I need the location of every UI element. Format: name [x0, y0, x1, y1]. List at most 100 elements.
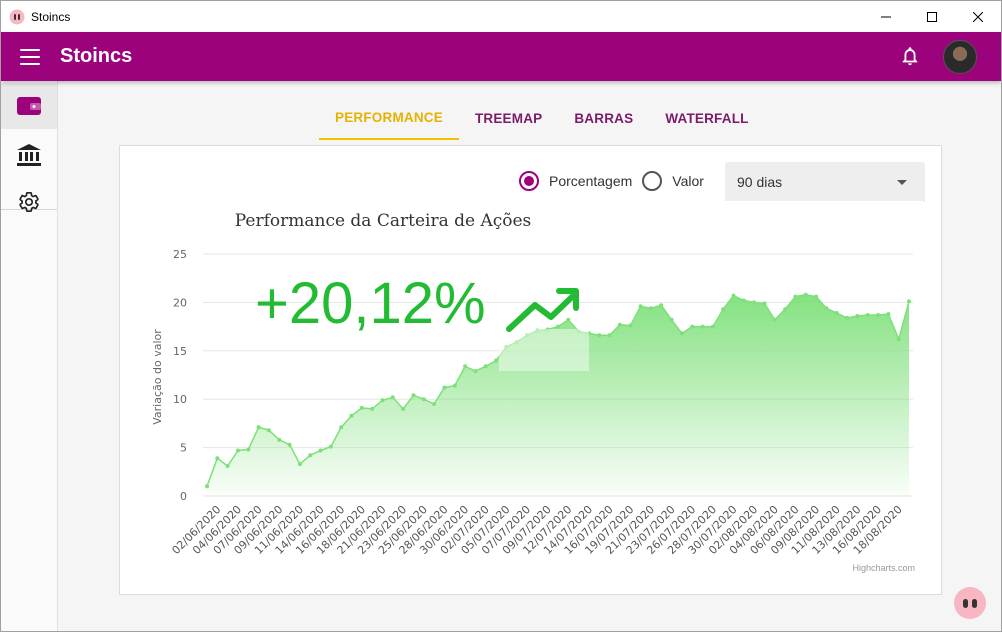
data-point[interactable] [886, 312, 891, 316]
data-point[interactable] [679, 331, 684, 336]
data-point[interactable] [834, 311, 839, 315]
data-point[interactable] [328, 444, 333, 449]
data-point[interactable] [617, 322, 622, 327]
series-area [207, 294, 909, 496]
data-point[interactable] [308, 453, 313, 458]
data-point[interactable] [628, 323, 633, 328]
data-point[interactable] [205, 484, 209, 489]
data-point[interactable] [783, 307, 788, 312]
metric-radio-group: Porcentagem Valor [519, 171, 714, 191]
y-tick-label: 25 [173, 248, 187, 261]
data-point[interactable] [349, 413, 354, 418]
data-point[interactable] [463, 364, 468, 369]
tab-treemap[interactable]: TREEMAP [474, 111, 543, 126]
tab-waterfall[interactable]: WATERFALL [665, 111, 749, 126]
data-point[interactable] [566, 317, 571, 322]
pig-icon [9, 9, 25, 25]
sidebar-item-bank[interactable] [1, 132, 57, 178]
data-point[interactable] [855, 314, 860, 318]
data-point[interactable] [814, 294, 819, 299]
data-point[interactable] [690, 324, 695, 329]
data-point[interactable] [339, 425, 344, 430]
period-select[interactable]: 90 dias [725, 162, 925, 202]
radio-percent[interactable] [519, 171, 539, 191]
data-point[interactable] [370, 406, 375, 411]
data-point[interactable] [535, 328, 540, 333]
close-button[interactable] [955, 1, 1001, 32]
data-point[interactable] [772, 317, 777, 322]
pig-fab-button[interactable] [954, 587, 986, 619]
minimize-icon [881, 16, 891, 17]
data-point[interactable] [659, 303, 664, 308]
data-point[interactable] [452, 383, 457, 388]
data-point[interactable] [432, 402, 437, 406]
data-point[interactable] [648, 306, 653, 311]
radio-percent-label[interactable]: Porcentagem [549, 173, 633, 189]
data-point[interactable] [700, 324, 705, 329]
user-avatar[interactable] [943, 40, 977, 74]
data-point[interactable] [556, 324, 560, 329]
data-point[interactable] [731, 293, 736, 298]
data-point[interactable] [421, 397, 426, 402]
data-point[interactable] [896, 337, 901, 342]
y-tick-label: 15 [173, 345, 187, 358]
data-point[interactable] [907, 299, 911, 304]
data-point[interactable] [824, 306, 829, 311]
data-point[interactable] [287, 442, 292, 447]
data-point[interactable] [741, 298, 746, 303]
data-point[interactable] [545, 327, 550, 332]
data-point[interactable] [380, 398, 385, 403]
data-point[interactable] [225, 464, 230, 468]
radio-value-label[interactable]: Valor [672, 173, 704, 189]
data-point[interactable] [793, 294, 798, 299]
view-tabs: PERFORMANCE TREEMAP BARRAS WATERFALL [319, 97, 765, 140]
data-point[interactable] [401, 406, 406, 411]
sidebar-item-wallet[interactable] [1, 83, 57, 129]
data-point[interactable] [587, 331, 591, 336]
data-point[interactable] [473, 369, 478, 374]
data-point[interactable] [504, 344, 509, 349]
data-point[interactable] [638, 304, 643, 309]
data-point[interactable] [256, 425, 261, 430]
data-point[interactable] [876, 313, 880, 317]
radio-value[interactable] [642, 171, 663, 191]
tab-performance[interactable]: PERFORMANCE [319, 97, 459, 140]
data-point[interactable] [411, 393, 416, 398]
data-point[interactable] [752, 300, 757, 305]
data-point[interactable] [390, 395, 395, 400]
data-point[interactable] [442, 385, 447, 390]
data-point[interactable] [514, 340, 519, 345]
data-point[interactable] [483, 364, 488, 369]
data-point[interactable] [597, 333, 602, 338]
chart-credits: Highcharts.com [852, 563, 915, 573]
data-point[interactable] [525, 333, 529, 338]
data-point[interactable] [246, 447, 251, 452]
data-point[interactable] [865, 313, 870, 317]
data-point[interactable] [710, 324, 715, 329]
data-point[interactable] [494, 358, 499, 363]
data-point[interactable] [576, 329, 581, 334]
menu-icon[interactable] [20, 48, 40, 65]
minimize-button[interactable] [863, 1, 909, 32]
data-point[interactable] [318, 448, 323, 453]
data-point[interactable] [762, 301, 767, 306]
app-bar: Stoincs [1, 32, 1001, 81]
data-point[interactable] [359, 405, 364, 410]
sidebar-item-settings[interactable] [1, 179, 57, 225]
tab-barras[interactable]: BARRAS [574, 111, 634, 126]
data-point[interactable] [803, 292, 808, 297]
data-point[interactable] [845, 315, 850, 320]
maximize-button[interactable] [909, 1, 955, 32]
data-point[interactable] [669, 317, 674, 322]
data-point[interactable] [297, 462, 302, 467]
bell-icon[interactable] [899, 45, 921, 67]
data-point[interactable] [721, 307, 726, 312]
data-point[interactable] [215, 456, 220, 461]
data-point[interactable] [266, 428, 271, 433]
window-titlebar[interactable]: Stoincs [1, 1, 1001, 32]
data-point[interactable] [607, 333, 612, 338]
data-point[interactable] [236, 448, 240, 453]
chevron-down-icon [897, 180, 907, 185]
data-point[interactable] [277, 437, 282, 442]
